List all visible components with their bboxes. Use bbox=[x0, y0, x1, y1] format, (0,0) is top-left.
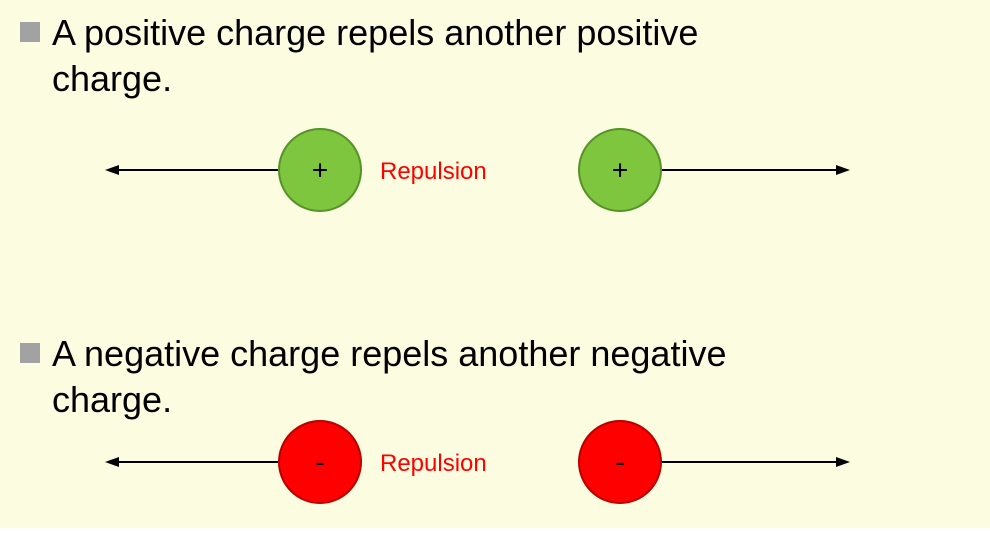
force-arrow-head-icon bbox=[105, 457, 119, 467]
charge-sign: + bbox=[312, 155, 328, 186]
diagram-svg: -- bbox=[60, 400, 930, 528]
force-arrow-head-icon bbox=[836, 457, 850, 467]
charge-sign: - bbox=[615, 447, 624, 478]
repulsion-label: Repulsion bbox=[380, 158, 487, 186]
repulsion-diagram: ++ bbox=[60, 100, 930, 240]
bullet-square-icon bbox=[20, 343, 40, 363]
force-arrow-head-icon bbox=[105, 165, 119, 175]
force-arrow-head-icon bbox=[836, 165, 850, 175]
slide: A positive charge repels another positiv… bbox=[0, 0, 990, 528]
repulsion-diagram: -- bbox=[60, 400, 930, 528]
bullet-square-icon bbox=[20, 22, 40, 42]
charge-sign: - bbox=[315, 447, 324, 478]
bullet-text: A positive charge repels another positiv… bbox=[52, 10, 698, 102]
charge-sign: + bbox=[612, 155, 628, 186]
diagram-svg: ++ bbox=[60, 100, 930, 240]
repulsion-label: Repulsion bbox=[380, 450, 487, 478]
